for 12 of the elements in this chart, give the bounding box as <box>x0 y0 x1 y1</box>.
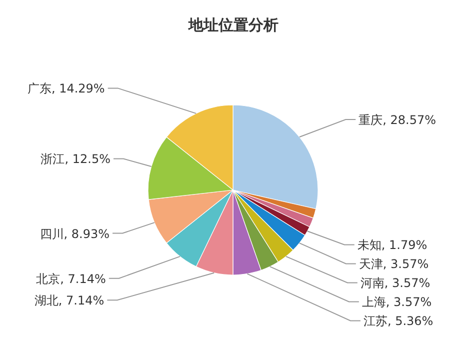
slice-label: 未知, 1.79% <box>357 238 428 252</box>
slice-label: 湖北, 7.14% <box>34 294 104 308</box>
chart-title: 地址位置分析 <box>188 16 278 34</box>
slice-label: 上海, 3.57% <box>362 295 432 310</box>
slice-label: 重庆, 28.57% <box>358 113 436 128</box>
slice-label: 天津, 3.57% <box>358 257 429 272</box>
slice-label: 河南, 3.57% <box>360 276 430 290</box>
slice-label: 浙江, 12.5% <box>40 152 110 166</box>
slice-label: 四川, 8.93% <box>40 226 110 241</box>
slice-label: 北京, 7.14% <box>36 272 106 286</box>
slice-label: 江苏, 5.36% <box>363 314 434 328</box>
slice-label: 广东, 14.29% <box>27 82 105 96</box>
